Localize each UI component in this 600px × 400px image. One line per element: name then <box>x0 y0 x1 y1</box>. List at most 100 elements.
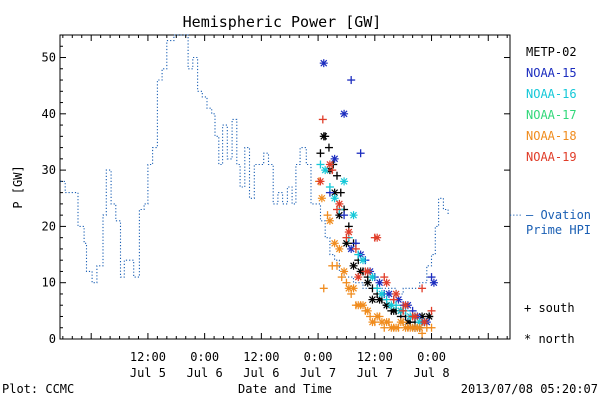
north-point-stroke <box>378 290 386 298</box>
north-point-stroke <box>350 211 357 219</box>
north-point <box>354 273 363 282</box>
y-tick-label: 0 <box>49 332 56 346</box>
legend-item: NOAA-19 <box>526 150 577 164</box>
north-point <box>316 177 325 186</box>
x-tick-time-label: 12:00 <box>243 350 279 364</box>
legend-north-symbol: * north <box>524 332 575 346</box>
south-point <box>316 160 325 169</box>
x-tick-time-label: 12:00 <box>130 350 166 364</box>
north-point <box>396 318 405 327</box>
x-axis: 12:00 Jul 5 0:00 Jul 6 12:00 Jul 6 0:00 Jul 7 12… <box>62 35 508 380</box>
north-point-stroke <box>397 318 405 326</box>
north-point <box>340 267 349 276</box>
north-point-stroke <box>335 245 343 253</box>
north-point <box>317 194 326 203</box>
north-point <box>410 312 419 321</box>
north-point <box>330 188 339 197</box>
north-point-stroke <box>364 307 372 315</box>
south-point <box>316 149 325 158</box>
north-point <box>415 323 424 332</box>
south-point <box>427 306 436 315</box>
north-point-stroke <box>383 318 391 326</box>
north-point-stroke <box>364 279 372 287</box>
north-point-stroke <box>331 194 339 202</box>
north-point <box>392 289 401 298</box>
ovation-line <box>60 34 449 295</box>
north-point <box>382 278 391 287</box>
north-point <box>335 199 344 208</box>
ovation-series <box>60 34 449 295</box>
north-point-stroke <box>340 177 348 185</box>
north-point-stroke <box>326 161 334 168</box>
north-point-stroke <box>383 279 391 287</box>
ovation-legend-label: – Ovation <box>526 208 591 222</box>
x-tick-date-label: Jul 7 <box>300 366 336 380</box>
north-point-stroke <box>359 301 367 309</box>
x-tick-date-label: Jul 8 <box>413 366 449 380</box>
legend-item: NOAA-15 <box>526 66 577 80</box>
south-point <box>332 171 341 180</box>
legend-south-symbol: + south <box>524 301 575 315</box>
north-point-stroke <box>411 313 419 320</box>
north-point <box>319 132 328 141</box>
north-point <box>373 312 382 321</box>
north-point <box>330 194 339 203</box>
satellite-points <box>315 59 438 338</box>
north-point <box>363 278 372 287</box>
north-point-stroke <box>373 313 381 320</box>
north-point-stroke <box>430 279 438 287</box>
chart-title: Hemispheric Power [GW] <box>183 13 382 31</box>
north-point-stroke <box>320 132 328 140</box>
north-point <box>335 244 344 253</box>
south-point <box>324 143 333 152</box>
north-point-stroke <box>369 273 376 281</box>
south-point <box>418 284 427 293</box>
north-point-stroke <box>364 268 372 275</box>
north-point <box>368 273 377 282</box>
north-point <box>349 284 358 293</box>
north-point <box>363 306 372 315</box>
x-tick-date-label: Jul 6 <box>187 366 223 380</box>
y-axis-label: P [GW] <box>11 165 25 208</box>
north-point-stroke <box>369 296 376 304</box>
north-point <box>392 323 401 332</box>
footer-timestamp: 2013/07/08 05:20:07 <box>461 382 598 396</box>
south-point <box>347 76 356 85</box>
footer-plot-credit: Plot: CCMC <box>2 382 74 396</box>
north-point <box>363 267 372 276</box>
x-tick-time-label: 12:00 <box>357 350 393 364</box>
north-point-stroke <box>340 110 348 118</box>
north-point-stroke <box>317 177 324 185</box>
north-point-stroke <box>350 284 357 292</box>
north-point <box>319 59 328 68</box>
north-point-stroke <box>402 301 409 309</box>
north-point <box>340 177 349 186</box>
x-tick-date-label: Jul 5 <box>130 366 166 380</box>
north-point-stroke <box>369 318 376 326</box>
north-point-stroke <box>392 324 400 332</box>
north-point <box>373 233 382 242</box>
south-point <box>356 149 365 158</box>
north-point-stroke <box>321 166 329 174</box>
y-tick-label: 40 <box>42 107 56 121</box>
north-point-stroke <box>340 268 348 275</box>
x-tick-time-label: 0:00 <box>417 350 446 364</box>
legend-item: NOAA-16 <box>526 87 577 101</box>
north-point <box>382 318 391 327</box>
north-point <box>375 278 384 287</box>
south-point <box>340 211 349 220</box>
north-point-stroke <box>320 59 328 67</box>
north-point-stroke <box>359 256 367 264</box>
north-point <box>340 109 349 118</box>
south-point <box>354 250 363 259</box>
north-point-stroke <box>318 194 326 202</box>
north-point <box>368 318 377 327</box>
north-point-stroke <box>331 189 339 197</box>
north-point <box>325 216 334 225</box>
south-point <box>332 261 341 270</box>
x-tick-time-label: 0:00 <box>190 350 219 364</box>
north-point-stroke <box>350 262 357 270</box>
north-point <box>347 244 356 253</box>
north-point <box>368 295 377 304</box>
